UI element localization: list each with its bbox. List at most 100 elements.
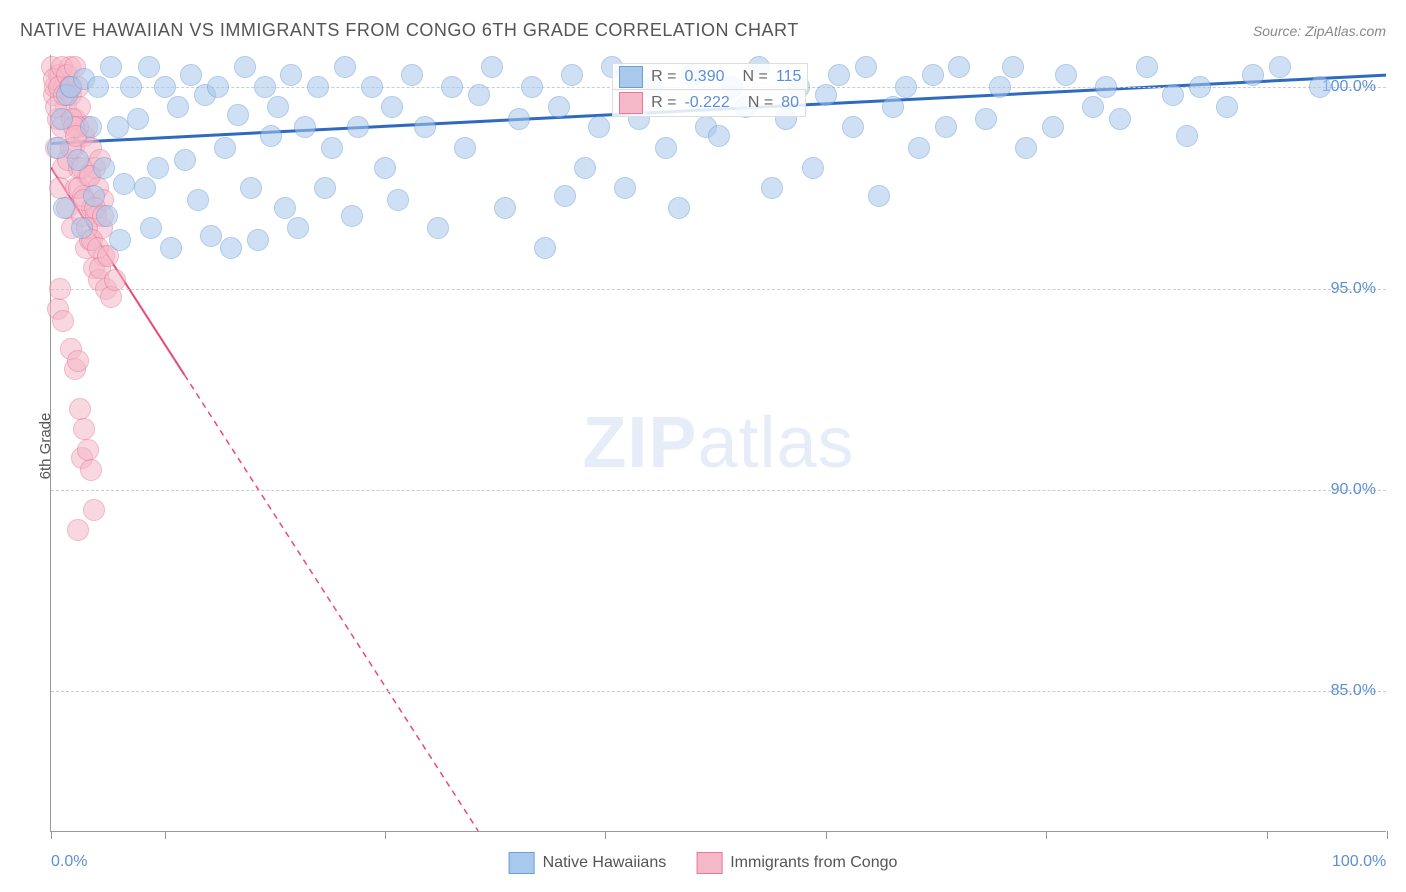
scatter-point: [134, 177, 156, 199]
x-tick: [826, 831, 827, 839]
grid-line: [51, 490, 1386, 491]
scatter-point: [561, 64, 583, 86]
scatter-point: [882, 96, 904, 118]
stats-box: R = -0.222 N = 80: [612, 89, 806, 117]
watermark-atlas: atlas: [697, 403, 854, 483]
scatter-point: [1042, 116, 1064, 138]
stats-n-label: N =: [743, 68, 768, 86]
legend-item-hawaiians: Native Hawaiians: [509, 852, 667, 874]
scatter-point: [260, 125, 282, 147]
chart-legend: Native Hawaiians Immigrants from Congo: [509, 852, 898, 874]
scatter-point: [1216, 96, 1238, 118]
scatter-point: [922, 64, 944, 86]
scatter-point: [227, 104, 249, 126]
scatter-point: [1176, 125, 1198, 147]
stats-r-value: -0.222: [684, 94, 729, 112]
scatter-point: [51, 108, 73, 130]
scatter-point: [361, 76, 383, 98]
scatter-point: [534, 237, 556, 259]
scatter-point: [214, 137, 236, 159]
scatter-point: [96, 205, 118, 227]
scatter-point: [655, 137, 677, 159]
scatter-point: [1082, 96, 1104, 118]
x-tick: [605, 831, 606, 839]
chart-title: NATIVE HAWAIIAN VS IMMIGRANTS FROM CONGO…: [20, 20, 799, 41]
scatter-point: [341, 205, 363, 227]
scatter-point: [247, 229, 269, 251]
scatter-point: [127, 108, 149, 130]
source-attribution: Source: ZipAtlas.com: [1253, 23, 1386, 39]
scatter-point: [828, 64, 850, 86]
legend-label: Immigrants from Congo: [730, 854, 897, 872]
scatter-point: [868, 185, 890, 207]
scatter-point: [1162, 84, 1184, 106]
stats-r-value: 0.390: [684, 68, 724, 86]
scatter-point: [481, 56, 503, 78]
stats-n-value: 80: [781, 94, 799, 112]
grid-line: [51, 691, 1386, 692]
stats-r-label: R =: [651, 68, 676, 86]
scatter-point: [1015, 137, 1037, 159]
scatter-point: [468, 84, 490, 106]
scatter-point: [147, 157, 169, 179]
x-tick: [165, 831, 166, 839]
scatter-point: [109, 229, 131, 251]
scatter-point: [761, 177, 783, 199]
scatter-point: [294, 116, 316, 138]
scatter-point: [67, 519, 89, 541]
x-tick: [385, 831, 386, 839]
scatter-point: [180, 64, 202, 86]
scatter-point: [52, 310, 74, 332]
stats-r-label: R =: [651, 94, 676, 112]
scatter-point: [240, 177, 262, 199]
scatter-point: [1189, 76, 1211, 98]
scatter-point: [1002, 56, 1024, 78]
scatter-point: [347, 116, 369, 138]
scatter-point: [1309, 76, 1331, 98]
scatter-point: [49, 278, 71, 300]
x-tick-label: 100.0%: [1332, 853, 1386, 871]
scatter-point: [588, 116, 610, 138]
scatter-point: [254, 76, 276, 98]
scatter-point: [1269, 56, 1291, 78]
scatter-point: [67, 350, 89, 372]
scatter-point: [855, 56, 877, 78]
scatter-point: [494, 197, 516, 219]
scatter-point: [140, 217, 162, 239]
scatter-point: [614, 177, 636, 199]
scatter-point: [83, 499, 105, 521]
scatter-point: [113, 173, 135, 195]
scatter-point: [508, 108, 530, 130]
stats-box: R = 0.390 N = 115: [612, 63, 808, 91]
scatter-point: [374, 157, 396, 179]
scatter-point: [1095, 76, 1117, 98]
stats-swatch: [619, 92, 643, 114]
scatter-point: [802, 157, 824, 179]
y-tick-label: 95.0%: [1331, 280, 1376, 298]
scatter-point: [314, 177, 336, 199]
scatter-point: [548, 96, 570, 118]
scatter-point: [1055, 64, 1077, 86]
scatter-point: [381, 96, 403, 118]
scatter-point: [220, 237, 242, 259]
legend-swatch-hawaiians: [509, 852, 535, 874]
scatter-point: [100, 56, 122, 78]
stats-n-label: N =: [748, 94, 773, 112]
scatter-point: [160, 237, 182, 259]
scatter-point: [83, 185, 105, 207]
scatter-point: [154, 76, 176, 98]
scatter-point: [414, 116, 436, 138]
scatter-point: [948, 56, 970, 78]
scatter-point: [138, 56, 160, 78]
scatter-point: [842, 116, 864, 138]
scatter-point: [554, 185, 576, 207]
scatter-point: [267, 96, 289, 118]
stats-n-value: 115: [776, 68, 802, 86]
scatter-point: [387, 189, 409, 211]
legend-label: Native Hawaiians: [543, 854, 667, 872]
scatter-point: [53, 197, 75, 219]
scatter-point: [47, 137, 69, 159]
watermark: ZIPatlas: [582, 402, 854, 484]
scatter-point: [521, 76, 543, 98]
scatter-point: [1242, 64, 1264, 86]
